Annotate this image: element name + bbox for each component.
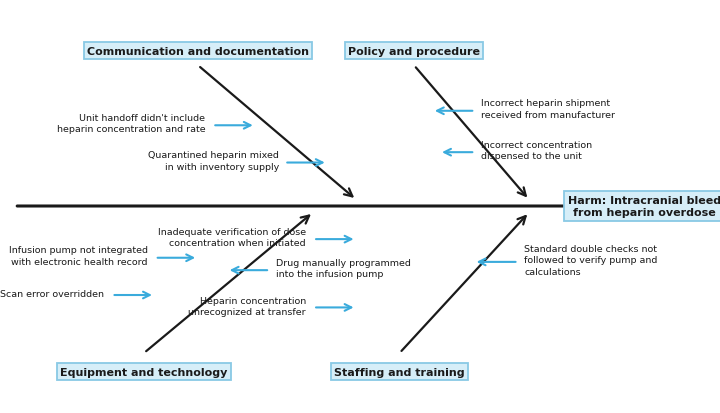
Text: Policy and procedure: Policy and procedure: [348, 47, 480, 57]
Text: Quarantined heparin mixed
in with inventory supply: Quarantined heparin mixed in with invent…: [148, 151, 279, 171]
Text: Inadequate verification of dose
concentration when initiated: Inadequate verification of dose concentr…: [158, 227, 306, 248]
Text: Standard double checks not
followed to verify pump and
calculations: Standard double checks not followed to v…: [524, 244, 657, 276]
Text: Drug manually programmed
into the infusion pump: Drug manually programmed into the infusi…: [276, 258, 410, 279]
Text: Staffing and training: Staffing and training: [334, 367, 465, 377]
Text: Infusion pump not integrated
with electronic health record: Infusion pump not integrated with electr…: [9, 246, 148, 266]
Text: Heparin concentration
unrecognized at transfer: Heparin concentration unrecognized at tr…: [189, 296, 306, 317]
Text: Scan error overridden: Scan error overridden: [1, 290, 104, 299]
Text: Equipment and technology: Equipment and technology: [60, 367, 228, 377]
Text: Incorrect heparin shipment
received from manufacturer: Incorrect heparin shipment received from…: [481, 99, 615, 120]
Text: Unit handoff didn't include
heparin concentration and rate: Unit handoff didn't include heparin conc…: [57, 114, 205, 134]
Text: Communication and documentation: Communication and documentation: [87, 47, 309, 57]
Text: Incorrect concentration
dispensed to the unit: Incorrect concentration dispensed to the…: [481, 140, 592, 161]
Text: Harm: Intracranial bleed
from heparin overdose: Harm: Intracranial bleed from heparin ov…: [568, 196, 720, 217]
